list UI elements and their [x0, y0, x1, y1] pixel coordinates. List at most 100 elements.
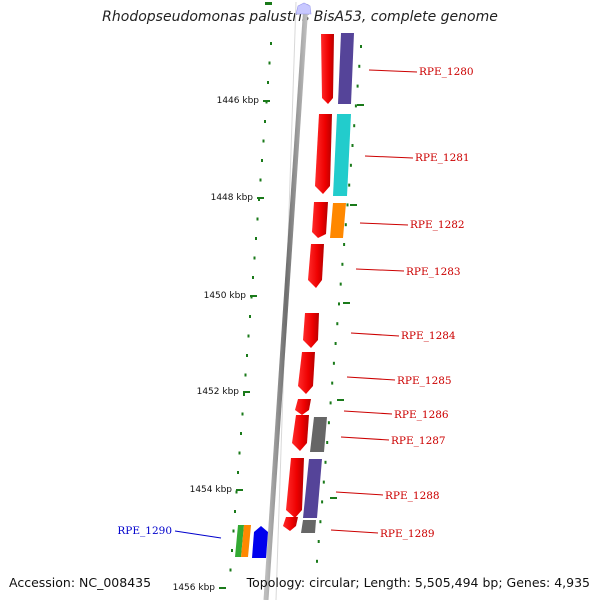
- position-ticks: 1446 kbp 1448 kbp 1450 kbp 1452 kbp 1454 kbp…: [173, 42, 364, 593]
- major-tick: [257, 197, 264, 199]
- minor-tick: [259, 178, 262, 182]
- major-tick: [250, 295, 257, 297]
- major-tick-right: [330, 497, 337, 499]
- minor-tick: [253, 256, 256, 260]
- gene-label-rpe-1286[interactable]: RPE_1286: [394, 409, 449, 421]
- cog-rpe-1290-orange[interactable]: [241, 525, 251, 557]
- minor-tick: [354, 104, 357, 108]
- major-tick: [219, 587, 226, 589]
- minor-tick: [332, 361, 335, 365]
- gene-label-rpe-1285[interactable]: RPE_1285: [397, 375, 452, 387]
- minor-tick: [256, 217, 259, 221]
- minor-tick: [255, 237, 257, 240]
- minor-tick: [349, 163, 352, 167]
- major-tick: [243, 391, 250, 393]
- minor-tick: [243, 393, 245, 396]
- minor-tick: [270, 42, 272, 45]
- minor-tick: [316, 559, 318, 563]
- tick-label: 1454 kbp: [190, 485, 233, 495]
- gene-label-rpe-1289[interactable]: RPE_1289: [380, 528, 435, 540]
- minor-tick: [234, 510, 236, 513]
- cog-rpe-1289[interactable]: [301, 520, 316, 533]
- cog-rpe-1281[interactable]: [333, 114, 351, 196]
- map-title: Rhodopseudomonas palustris BisA53, compl…: [102, 9, 498, 25]
- genome-backbone: [263, 3, 309, 600]
- minor-tick: [244, 373, 247, 377]
- cds-rpe-1284[interactable]: [303, 313, 319, 348]
- minor-tick: [358, 64, 361, 68]
- tick-label: 1452 kbp: [197, 387, 240, 397]
- cds-rpe-1281[interactable]: [315, 114, 332, 194]
- gene-label-rpe-1288[interactable]: RPE_1288: [385, 490, 440, 502]
- minor-tick: [258, 198, 260, 201]
- major-tick-right: [337, 399, 344, 401]
- minor-tick: [336, 322, 339, 326]
- cds-rpe-1283[interactable]: [308, 244, 324, 288]
- origin-marker: [295, 2, 312, 15]
- minor-tick: [341, 262, 344, 266]
- gene-label-rpe-1281[interactable]: RPE_1281: [415, 152, 470, 164]
- major-tick: [236, 489, 243, 491]
- minor-tick: [268, 61, 271, 65]
- label-connector: [355, 268, 405, 272]
- gene-label-rpe-1284[interactable]: RPE_1284: [401, 330, 456, 342]
- minor-tick: [360, 45, 362, 48]
- cog-rpe-1280[interactable]: [338, 33, 354, 104]
- cog-rpe-1287[interactable]: [310, 417, 327, 452]
- minor-tick: [324, 460, 327, 464]
- minor-tick: [334, 342, 337, 345]
- major-tick-right: [350, 204, 357, 206]
- cds-rpe-1280[interactable]: [321, 34, 334, 104]
- minor-tick: [353, 124, 356, 128]
- minor-tick: [356, 84, 359, 88]
- minor-tick: [351, 144, 354, 147]
- label-connector: [340, 436, 390, 441]
- tick-label: 1448 kbp: [211, 193, 254, 203]
- minor-tick: [321, 500, 324, 504]
- genome-summary-text: Topology: circular; Length: 5,505,494 bp…: [246, 575, 590, 590]
- cds-rpe-1290-group: [235, 525, 268, 558]
- minor-tick: [348, 183, 351, 187]
- label-connector: [330, 529, 379, 534]
- label-connector: [343, 410, 393, 415]
- cds-rpe-1287[interactable]: [292, 415, 309, 451]
- minor-tick: [329, 401, 332, 405]
- minor-tick: [262, 139, 265, 143]
- minor-tick: [237, 471, 239, 474]
- gene-label-rpe-1282[interactable]: RPE_1282: [410, 219, 465, 231]
- major-tick-right: [343, 302, 350, 304]
- label-connector: [359, 222, 409, 226]
- cog-rpe-1288[interactable]: [303, 459, 322, 518]
- minor-tick: [252, 276, 254, 279]
- gene-label-rpe-1290[interactable]: RPE_1290: [117, 525, 172, 537]
- label-connector: [364, 155, 414, 159]
- gene-label-rpe-1283[interactable]: RPE_1283: [406, 266, 461, 278]
- top-marker: [265, 2, 272, 5]
- minor-tick: [246, 354, 248, 357]
- tick-label: 1446 kbp: [217, 96, 260, 106]
- cds-track: [283, 34, 334, 531]
- minor-tick: [343, 243, 346, 246]
- cds-rpe-1288[interactable]: [286, 458, 304, 518]
- cds-rpe-1286[interactable]: [295, 399, 311, 415]
- minor-tick: [322, 480, 325, 484]
- accession-text: Accession: NC_008435: [9, 575, 152, 590]
- gene-label-rpe-1287[interactable]: RPE_1287: [391, 435, 446, 447]
- cog-track: [301, 33, 354, 533]
- label-connector: [174, 530, 222, 539]
- cds-rpe-1289[interactable]: [283, 517, 298, 531]
- minor-tick: [338, 302, 340, 306]
- minor-tick: [247, 334, 250, 338]
- cds-rpe-1285[interactable]: [298, 352, 315, 394]
- minor-tick: [317, 540, 320, 543]
- minor-tick: [249, 315, 251, 318]
- minor-tick: [261, 159, 263, 162]
- minor-tick: [326, 441, 329, 444]
- minor-tick: [339, 282, 342, 286]
- major-tick: [263, 100, 270, 102]
- cds-rpe-1290[interactable]: [252, 526, 268, 558]
- cds-rpe-1282[interactable]: [312, 202, 328, 238]
- cog-rpe-1282[interactable]: [330, 203, 346, 238]
- gene-label-rpe-1280[interactable]: RPE_1280: [419, 66, 474, 78]
